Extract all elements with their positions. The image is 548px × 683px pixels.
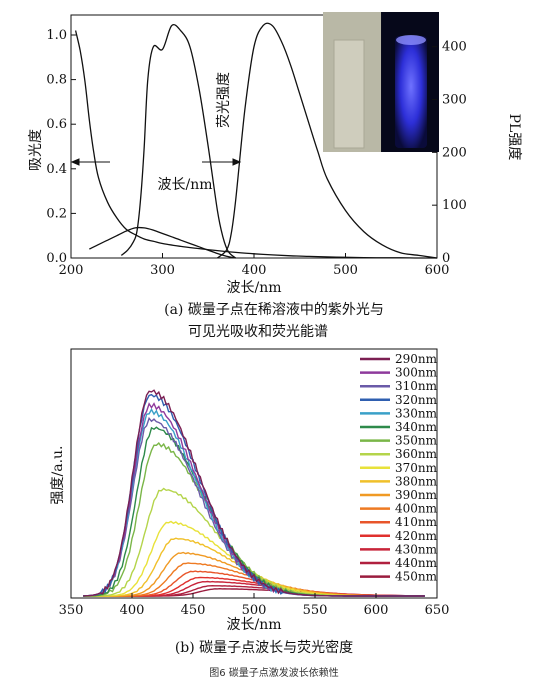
legend-label: 370nm (395, 461, 438, 475)
legend-label: 410nm (395, 515, 438, 529)
legend-label: 400nm (395, 502, 438, 516)
panel-b-x-axis-label: 波长/nm (226, 617, 281, 633)
y-left-tick-label: 0.0 (46, 251, 67, 266)
pl-arrowhead (232, 158, 242, 166)
legend-label: 290nm (395, 352, 438, 366)
panel-b-y-axis-label: 强度/a.u. (50, 446, 66, 505)
legend-label: 380nm (395, 474, 438, 488)
y-right-tick-label: 300 (442, 93, 467, 108)
y-right-tick-label: 400 (442, 40, 467, 55)
vial-daylight-body (333, 39, 365, 149)
x-tick-label: 500 (333, 263, 358, 278)
x-axis-label: 波长/nm (226, 280, 281, 296)
x-tick-label: 200 (59, 263, 84, 278)
legend-label: 350nm (395, 434, 438, 448)
y-left-tick-label: 0.6 (46, 117, 67, 132)
x-tick-label: 450 (181, 603, 206, 618)
axis-arrows (70, 158, 242, 166)
series-340nm (83, 426, 425, 597)
y-right-tick-label: 200 (442, 145, 467, 160)
panel-b-caption: (b) 碳量子点波长与荧光密度 (175, 639, 353, 656)
mid-annotation-wavelength: 波长/nm (157, 177, 212, 193)
x-tick-label: 300 (150, 263, 175, 278)
y-axis-right-label: PL强度 (506, 114, 522, 161)
absorbance-arrowhead (70, 158, 80, 166)
panel-b-legend: 290nm300nm310nm320nm330nm340nm350nm360nm… (360, 352, 438, 584)
vial-uv-blue-glow (395, 36, 427, 148)
y-left-tick-label: 0.4 (46, 162, 67, 177)
x-tick-label: 400 (242, 263, 267, 278)
panel-a-ticks: 200 300 400 500 600 0.0 0.2 0.4 0.6 0.8 1.0 0 100 200… (46, 28, 467, 278)
panel-b-ticks: 350 400 450 500 550 600 650 (59, 593, 450, 618)
legend-label: 310nm (395, 379, 438, 393)
series-line-4 (216, 22, 438, 259)
panel-a-caption-line-1: (a) 碳量子点在稀溶液中的紫外光与 (164, 302, 384, 318)
y-right-tick-label: 100 (442, 198, 467, 213)
y-right-tick-label: 0 (442, 251, 450, 266)
series-line-2 (88, 226, 236, 259)
legend-label: 420nm (395, 529, 438, 543)
legend-label: 360nm (395, 447, 438, 461)
x-tick-label: 600 (364, 603, 389, 618)
vial-uv-meniscus (396, 35, 426, 45)
panel-b-series (83, 389, 425, 597)
series-line-1 (74, 30, 437, 259)
inset-photo (323, 12, 439, 152)
x-tick-label: 500 (242, 603, 267, 618)
panel-a: 200 300 400 500 600 0.0 0.2 0.4 0.6 0.8 1.0 0 100 200… (28, 12, 522, 296)
y-axis-left-label: 吸光度 (28, 129, 44, 171)
legend-label: 330nm (395, 406, 438, 420)
legend-label: 390nm (395, 488, 438, 502)
legend-label: 320nm (395, 393, 438, 407)
figure-title: 图6 碳量子点激发波长依赖性 (209, 668, 339, 679)
y-left-tick-label: 0.8 (46, 73, 67, 88)
x-tick-label: 350 (59, 603, 84, 618)
legend-label: 450nm (395, 570, 438, 584)
panel-a-series (74, 22, 438, 259)
pl-intensity-annotation: 荧光强度 (215, 72, 232, 128)
y-left-tick-label: 0.2 (46, 206, 67, 221)
series-290nm (83, 389, 425, 597)
panel-b: 290nm300nm310nm320nm330nm340nm350nm360nm… (50, 348, 450, 633)
panel-a-caption-line-2: 可见光吸收和荧光能谱 (188, 323, 328, 340)
legend-label: 440nm (395, 556, 438, 570)
legend-label: 340nm (395, 420, 438, 434)
x-tick-label: 600 (425, 263, 450, 278)
y-left-tick-label: 1.0 (46, 28, 67, 43)
legend-label: 300nm (395, 366, 438, 380)
x-tick-label: 650 (425, 603, 450, 618)
series-line-3 (120, 23, 237, 259)
legend-label: 430nm (395, 542, 438, 556)
x-tick-label: 550 (303, 603, 328, 618)
x-tick-label: 400 (120, 603, 145, 618)
